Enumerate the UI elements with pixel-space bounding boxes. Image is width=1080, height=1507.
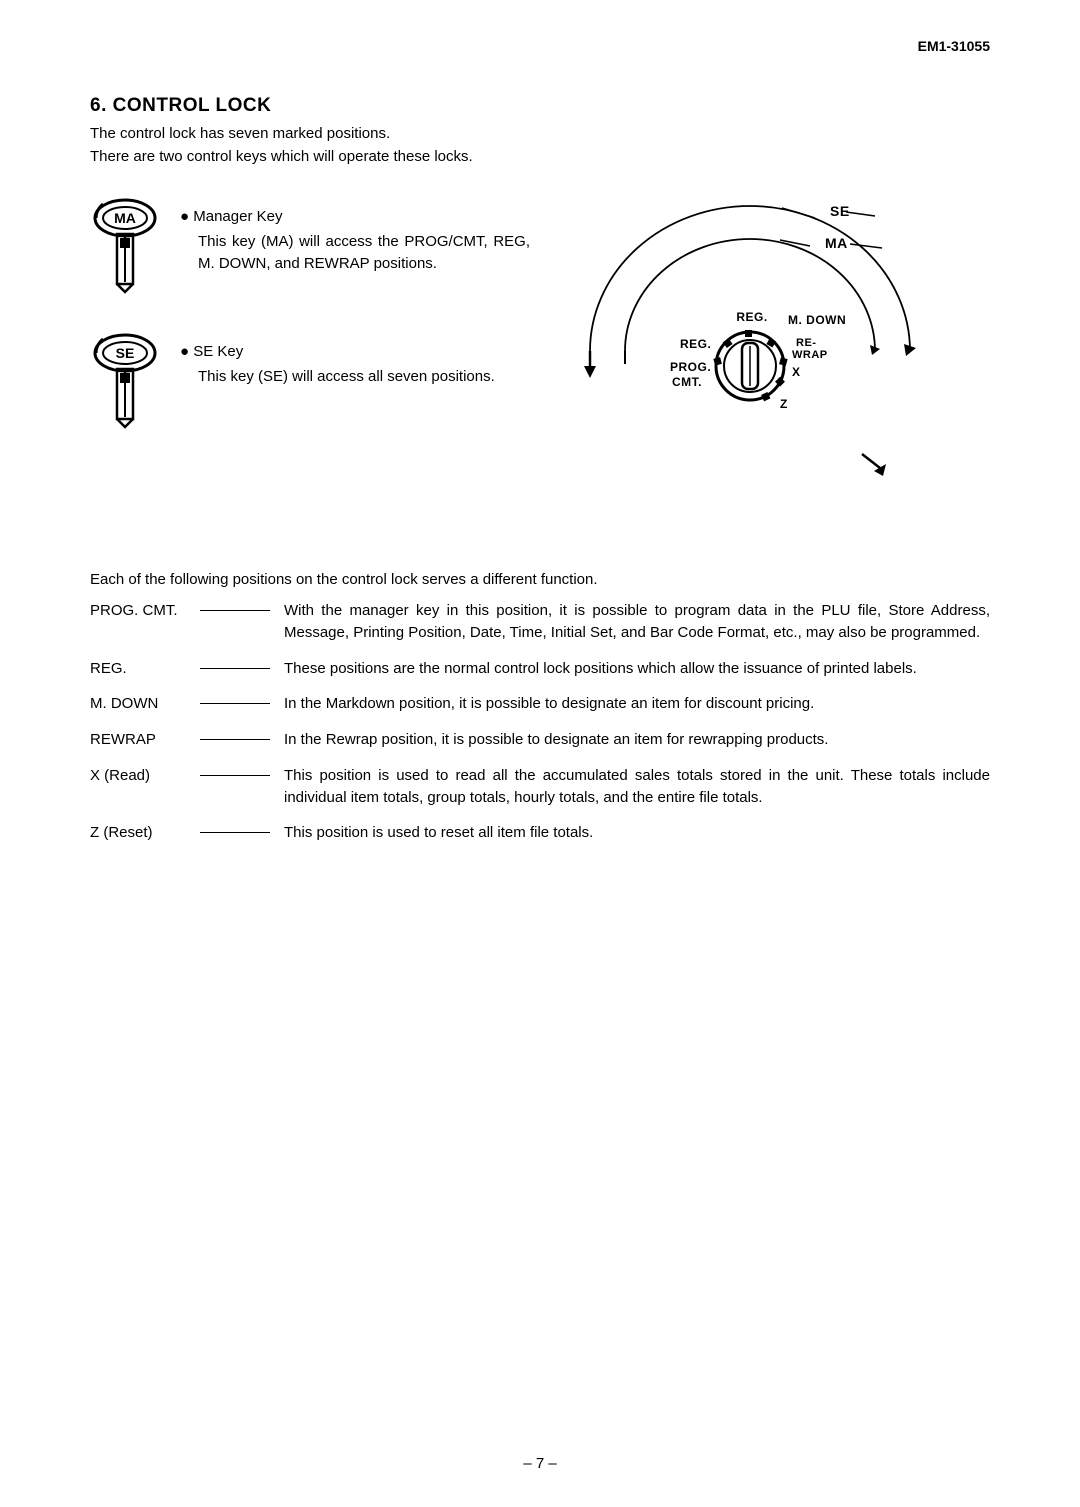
control-lock-dial: SE MA — [530, 196, 990, 501]
def-row: X (Read) This position is used to read a… — [90, 765, 990, 809]
svg-text:RE-: RE- — [796, 337, 816, 349]
svg-text:CMT.: CMT. — [672, 375, 702, 389]
svg-text:X: X — [792, 365, 801, 379]
svg-text:SE: SE — [116, 345, 135, 361]
svg-text:Z: Z — [780, 397, 788, 411]
se-key-desc: This key (SE) will access all seven posi… — [198, 366, 495, 389]
def-row: Z (Reset) This position is used to reset… — [90, 822, 990, 844]
svg-text:SE: SE — [830, 203, 850, 219]
def-row: REG. These positions are the normal cont… — [90, 658, 990, 680]
svg-text:PROG.: PROG. — [670, 360, 711, 374]
svg-text:MA: MA — [825, 235, 848, 251]
svg-text:MA: MA — [114, 210, 136, 226]
intro-text: The control lock has seven marked positi… — [90, 123, 990, 168]
se-key-block: SE ● SE Key This key (SE) will access al… — [90, 331, 530, 436]
def-row: M. DOWN In the Markdown position, it is … — [90, 693, 990, 715]
ma-key-block: MA ● Manager Key This key (MA) will acce… — [90, 196, 530, 301]
svg-text:REG.: REG. — [680, 337, 711, 351]
svg-text:WRAP: WRAP — [792, 349, 828, 361]
ma-key-icon: MA — [90, 196, 180, 301]
svg-text:REG.: REG. — [736, 310, 767, 324]
ma-key-desc: This key (MA) will access the PROG/CMT, … — [198, 231, 530, 276]
section-title: 6. CONTROL LOCK — [90, 95, 990, 117]
page-number: – 7 – — [0, 1455, 1080, 1472]
svg-text:M. DOWN: M. DOWN — [788, 313, 846, 327]
se-key-icon: SE — [90, 331, 180, 436]
document-id: EM1-31055 — [918, 38, 990, 54]
functions-intro: Each of the following positions on the c… — [90, 571, 990, 588]
def-row: PROG. CMT. With the manager key in this … — [90, 600, 990, 644]
definitions-list: PROG. CMT. With the manager key in this … — [90, 600, 990, 844]
ma-key-title: Manager Key — [193, 208, 282, 225]
def-row: REWRAP In the Rewrap position, it is pos… — [90, 729, 990, 751]
se-key-title: SE Key — [193, 343, 243, 360]
